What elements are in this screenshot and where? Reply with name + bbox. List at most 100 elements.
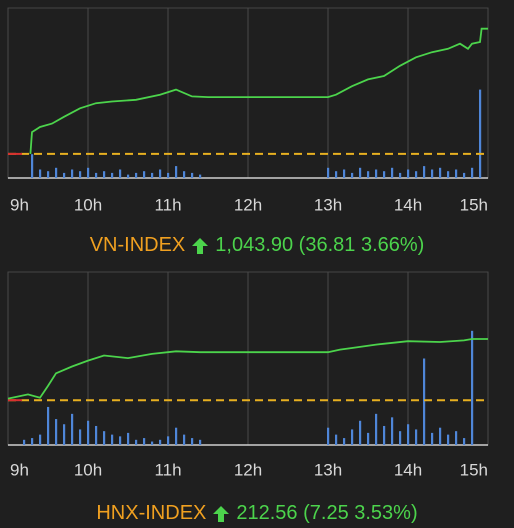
volume-bar — [63, 424, 66, 445]
index-name: VN-INDEX — [89, 234, 186, 256]
volume-bar — [183, 434, 186, 445]
volume-bar — [135, 172, 138, 178]
volume-bar — [175, 427, 178, 445]
volume-bar — [415, 171, 418, 178]
volume-bar — [199, 174, 202, 178]
index-title: HNX-INDEX 212.56 (7.25 3.53%) — [0, 502, 514, 525]
volume-bar — [79, 171, 82, 178]
index-title: VN-INDEX 1,043.90 (36.81 3.66%) — [0, 234, 514, 257]
volume-bar — [167, 172, 170, 178]
x-tick-label: 10h — [74, 195, 102, 214]
volume-bar — [447, 434, 450, 445]
volume-bar — [439, 167, 442, 178]
volume-bar — [151, 172, 154, 178]
volume-bar — [23, 439, 26, 445]
volume-bar — [335, 171, 338, 178]
volume-bar — [55, 167, 58, 178]
volume-bar — [71, 169, 74, 178]
up-arrow — [192, 237, 209, 254]
volume-bar — [71, 413, 74, 445]
volume-bar — [463, 438, 466, 445]
volume-bar — [455, 169, 458, 178]
x-tick-label: 9h — [10, 195, 29, 214]
volume-bar — [39, 434, 42, 445]
volume-bar — [367, 432, 370, 445]
x-tick-label: 12h — [234, 195, 262, 214]
volume-bar — [327, 427, 330, 445]
volume-bar — [383, 425, 386, 445]
volume-bar — [191, 438, 194, 445]
volume-bar — [407, 169, 410, 178]
volume-bar — [151, 441, 154, 445]
volume-bar — [447, 171, 450, 178]
volume-bar — [335, 434, 338, 445]
volume-bar — [39, 169, 42, 178]
volume-bar — [143, 171, 146, 178]
volume-bar — [87, 167, 90, 178]
volume-bar — [423, 358, 426, 445]
volume-bar — [111, 434, 114, 445]
volume-bar — [383, 171, 386, 178]
volume-bar — [327, 167, 330, 178]
volume-bar — [343, 169, 346, 178]
volume-bar — [375, 169, 378, 178]
volume-bar — [103, 171, 106, 178]
volume-bar — [103, 431, 106, 445]
volume-bar — [159, 439, 162, 445]
up-arrow — [213, 505, 230, 522]
volume-bar — [439, 427, 442, 445]
x-tick-label: 15h — [460, 195, 488, 214]
price-line — [7, 338, 488, 400]
volume-bar — [135, 439, 138, 445]
volume-bar — [463, 172, 466, 178]
x-tick-label: 10h — [74, 460, 102, 479]
volume-bar — [431, 432, 434, 445]
x-tick-label: 11h — [154, 195, 181, 214]
volume-bar — [455, 431, 458, 445]
volume-bar — [471, 330, 474, 445]
volume-bar — [127, 432, 130, 445]
volume-bar — [359, 420, 362, 445]
x-tick-label: 12h — [234, 460, 262, 479]
x-tick-label: 11h — [154, 460, 181, 479]
volume-bar — [143, 438, 146, 445]
volume-bar — [399, 172, 402, 178]
volume-bar — [191, 172, 194, 178]
volume-bar — [127, 174, 130, 178]
volume-bar — [63, 172, 66, 178]
volume-bar — [87, 420, 90, 445]
x-tick-label: 9h — [10, 460, 29, 479]
volume-bar — [471, 167, 474, 178]
index-name: HNX-INDEX — [96, 502, 207, 524]
volume-bar — [199, 439, 202, 445]
x-tick-label: 14h — [394, 195, 422, 214]
price-line — [29, 27, 488, 154]
volume-bar — [431, 169, 434, 178]
x-tick-label: 15h — [460, 460, 488, 479]
x-tick-label: 13h — [314, 195, 342, 214]
volume-bar — [167, 436, 170, 445]
volume-bar — [111, 172, 114, 178]
volume-bar — [159, 169, 162, 178]
volume-bar — [479, 89, 482, 178]
volume-bar — [351, 429, 354, 445]
volume-bar — [55, 419, 58, 445]
volume-bar — [47, 171, 50, 178]
volume-bar — [79, 429, 82, 445]
volume-bar — [375, 413, 378, 445]
volume-bar — [359, 167, 362, 178]
volume-bar — [391, 417, 394, 445]
volume-bar — [31, 438, 34, 445]
x-tick-label: 14h — [394, 460, 422, 479]
volume-bar — [119, 436, 122, 445]
index-quote: 1,043.90 (36.81 3.66%) — [215, 234, 425, 256]
volume-bar — [391, 167, 394, 178]
volume-bar — [343, 438, 346, 445]
volume-bar — [351, 172, 354, 178]
volume-bar — [119, 169, 122, 178]
volume-bar — [367, 171, 370, 178]
x-tick-label: 13h — [314, 460, 342, 479]
index-quote: 212.56 (7.25 3.53%) — [236, 502, 418, 524]
volume-bar — [95, 172, 98, 178]
